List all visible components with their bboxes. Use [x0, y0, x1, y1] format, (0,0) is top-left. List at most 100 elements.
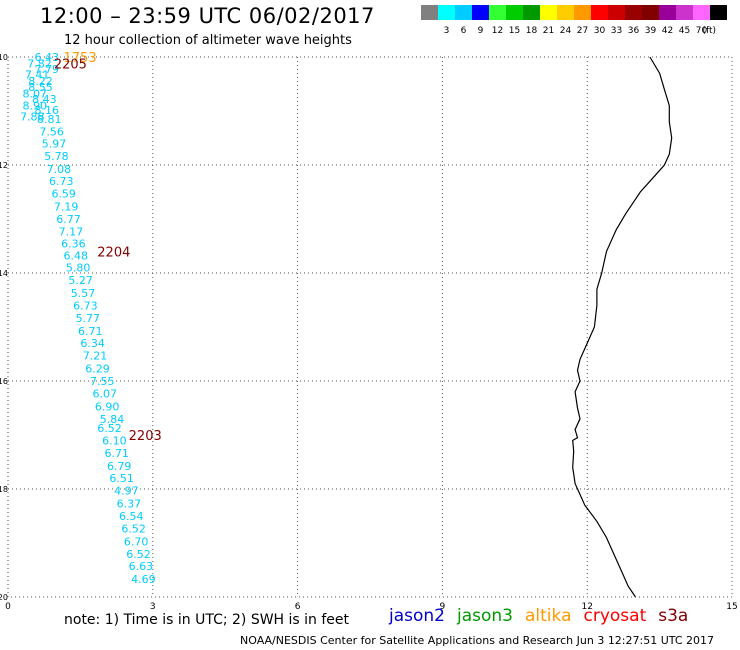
wave-height-value: 6.52	[121, 522, 146, 535]
legend-swatch	[421, 5, 438, 20]
wave-height-value: 8.55	[28, 81, 53, 94]
legend-swatch	[574, 5, 591, 20]
wave-height-value: 8.81	[37, 113, 62, 126]
wave-height-value: 7.21	[83, 350, 108, 363]
wave-height-value: 8.07	[22, 88, 47, 101]
wave-height-value: 5.84	[100, 413, 125, 426]
satellite-jason2: jason2	[389, 606, 445, 626]
wave-height-value: 6.63	[129, 560, 154, 573]
legend-tick-label: 6	[461, 26, 467, 36]
x-tick-label: 3	[150, 602, 156, 612]
wave-height-value: 6.07	[92, 387, 117, 400]
wave-height-value: 6.77	[56, 213, 80, 226]
wave-height-value: 6.37	[117, 498, 142, 511]
legend-tick-label: 9	[478, 26, 484, 36]
wave-height-value: 5.77	[76, 312, 101, 325]
pass-time-label: 2204	[97, 245, 130, 260]
legend-swatch	[608, 5, 625, 20]
wave-height-value: 7.41	[25, 68, 50, 81]
wave-height-value: 8.22	[28, 75, 53, 88]
x-tick-label: 0	[5, 602, 11, 612]
wave-height-value: 5.27	[68, 274, 93, 287]
wave-height-value: 6.73	[49, 175, 74, 188]
y-tick-label: -14	[0, 269, 8, 278]
legend-tick-label: 33	[611, 26, 622, 36]
wave-height-value: 7.79	[35, 63, 60, 76]
legend-tick-label: 30	[594, 26, 606, 36]
wave-height-value: 6.36	[61, 237, 86, 250]
legend-swatch	[625, 5, 642, 20]
wave-height-value: 7.82	[27, 57, 52, 70]
wave-height-value: 6.70	[124, 535, 149, 548]
wave-height-value: 5.80	[66, 262, 91, 275]
wave-height-value: 6.43	[35, 51, 60, 64]
wave-height-value: 6.48	[64, 250, 89, 263]
pass-time-label: 2205	[54, 57, 87, 72]
satellite-s3a: s3a	[658, 606, 689, 626]
wave-height-value: 4.97	[114, 485, 139, 498]
wave-height-value: 6.59	[51, 188, 76, 201]
legend-swatch	[472, 5, 489, 20]
y-tick-label: -16	[0, 377, 8, 386]
legend-swatch	[489, 5, 506, 20]
legend-swatch	[506, 5, 523, 20]
wave-height-value: 7.19	[54, 201, 79, 214]
wave-height-value: 6.52	[97, 422, 122, 435]
wave-height-value: 6.71	[78, 325, 103, 338]
wave-height-value: 5.78	[44, 150, 68, 163]
wave-height-value: 6.10	[102, 434, 127, 447]
map-title: 12:00 – 23:59 UTC 06/02/2017	[40, 4, 375, 28]
wave-height-value: 8.16	[35, 104, 60, 117]
legend-tick-label: 39	[645, 26, 657, 36]
wave-height-value: 8.90	[22, 100, 47, 113]
legend-swatch	[642, 5, 659, 20]
wave-height-value: 6.90	[95, 400, 120, 413]
wave-height-value: 6.29	[85, 363, 110, 376]
satellite-jason3: jason3	[457, 606, 513, 626]
legend-tick-label: 12	[492, 26, 503, 36]
x-tick-label: 12	[581, 602, 592, 612]
legend-swatch	[523, 5, 540, 20]
legend-swatch	[557, 5, 574, 20]
wave-height-value: 8.43	[32, 93, 57, 106]
wave-height-value: 6.51	[109, 472, 134, 485]
legend-tick-label: 27	[577, 26, 588, 36]
pass-time-label: 1753	[64, 51, 97, 66]
legend-swatch	[710, 5, 727, 20]
legend-tick-label: 36	[628, 26, 640, 36]
map-frame	[7, 56, 733, 598]
wave-height-value: 7.88	[20, 110, 45, 123]
legend-swatch	[676, 5, 693, 20]
satellite-legend: jason2 jason3 altika cryosat s3a	[389, 606, 700, 626]
coastline	[572, 56, 673, 598]
legend-tick-label: 21	[543, 26, 554, 36]
legend-swatch	[540, 5, 557, 20]
legend-tick-label: 70	[696, 26, 708, 36]
wave-height-value: 6.71	[105, 447, 129, 460]
wave-height-value: 7.17	[59, 225, 84, 238]
wave-height-value: 6.79	[107, 460, 131, 473]
lat-lon-grid	[7, 56, 733, 598]
y-tick-label: -12	[0, 161, 8, 170]
wave-height-value: 6.73	[73, 299, 98, 312]
legend-tick-label: 42	[662, 26, 673, 36]
legend-swatch	[693, 5, 710, 20]
wave-height-value: 6.54	[119, 510, 144, 523]
wave-height-value: 5.57	[71, 287, 96, 300]
wave-height-value: 5.97	[42, 137, 67, 150]
y-tick-label: -18	[0, 485, 8, 494]
pass-time-label: 2203	[129, 429, 162, 444]
wave-height-value: 6.34	[80, 337, 105, 350]
axis-tick-labels: 0 3 6 9 12 15 -10 -12 -14 -16 -18 -20	[0, 53, 738, 612]
satellite-cryosat: cryosat	[583, 606, 647, 626]
legend-tick-label: 15	[509, 26, 520, 36]
wave-height-labels: 6.437.827.797.418.228.558.078.438.908.16…	[20, 51, 156, 586]
wave-height-value: 7.08	[47, 163, 72, 176]
wave-height-value: 6.52	[126, 548, 150, 561]
legend-tick-label: 18	[526, 26, 538, 36]
y-tick-label: -20	[0, 593, 8, 602]
x-tick-label: 6	[295, 602, 301, 612]
legend-swatch	[591, 5, 608, 20]
y-tick-label: -10	[0, 53, 8, 62]
